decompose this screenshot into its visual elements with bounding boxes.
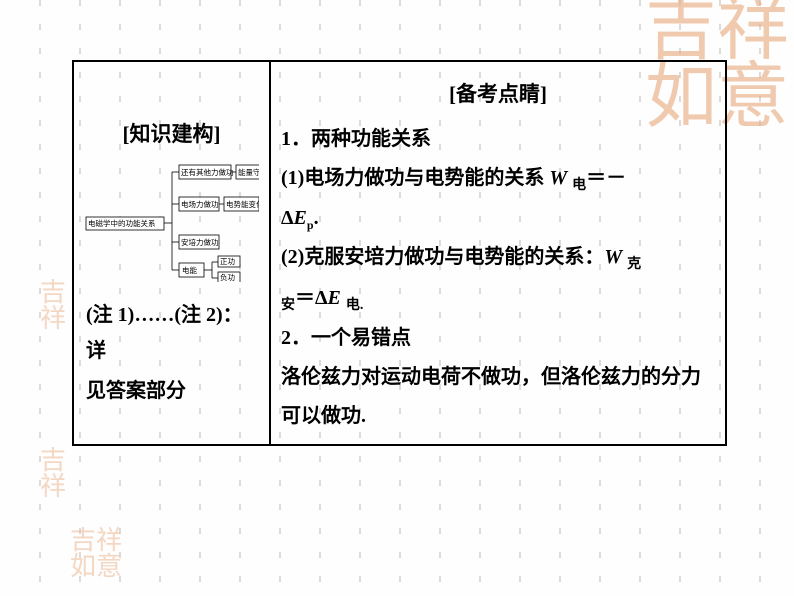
point-3: 洛伦兹力对运动电荷不做功，但洛伦兹力的分力可以做功. <box>281 358 715 436</box>
svg-text:电势能变化: 电势能变化 <box>226 199 259 209</box>
watermark-seal-3: 吉祥如意 <box>70 528 122 580</box>
section-1-title: 1．两种功能关系 <box>281 120 715 159</box>
svg-text:能量守: 能量守 <box>238 167 259 177</box>
right-column: [备考点睛] 1．两种功能关系 (1)电场力做功与电势能的关系 W 电＝－ ΔE… <box>270 61 726 445</box>
point-1-eq: ΔEp. <box>281 199 715 238</box>
svg-text:电场力做功: 电场力做功 <box>181 199 219 209</box>
svg-text:电能: 电能 <box>182 265 197 275</box>
left-column: [知识建构] <box>73 61 270 445</box>
svg-text:电磁学中的功能关系: 电磁学中的功能关系 <box>88 218 156 228</box>
knowledge-tree-diagram: 电磁学中的功能关系 还有其他力做功 电场力做功 安培力做功 电能 能量守 电势能… <box>84 162 259 282</box>
watermark-seal-1: 吉祥 <box>40 280 66 332</box>
point-1: (1)电场力做功与电势能的关系 W 电＝－ <box>281 159 715 199</box>
svg-text:安培力做功: 安培力做功 <box>181 237 219 247</box>
note-line-2: 见答案部分 <box>84 371 259 411</box>
note-line-1: (注 1)……(注 2)：详 <box>84 295 259 371</box>
section-2-title: 2．一个易错点 <box>281 319 715 358</box>
svg-text:还有其他力做功: 还有其他力做功 <box>181 167 234 177</box>
point-2-eq: 安＝ΔE 电. <box>281 279 715 319</box>
left-heading: [知识建构] <box>84 70 259 158</box>
svg-text:正功: 正功 <box>220 256 235 266</box>
content-table: [知识建构] <box>72 60 727 446</box>
svg-text:负功: 负功 <box>220 272 235 282</box>
right-heading: [备考点睛] <box>281 70 715 120</box>
point-2: (2)克服安培力做功与电势能的关系：W 克 <box>281 238 715 278</box>
watermark-seal-2: 吉祥 <box>40 448 66 500</box>
